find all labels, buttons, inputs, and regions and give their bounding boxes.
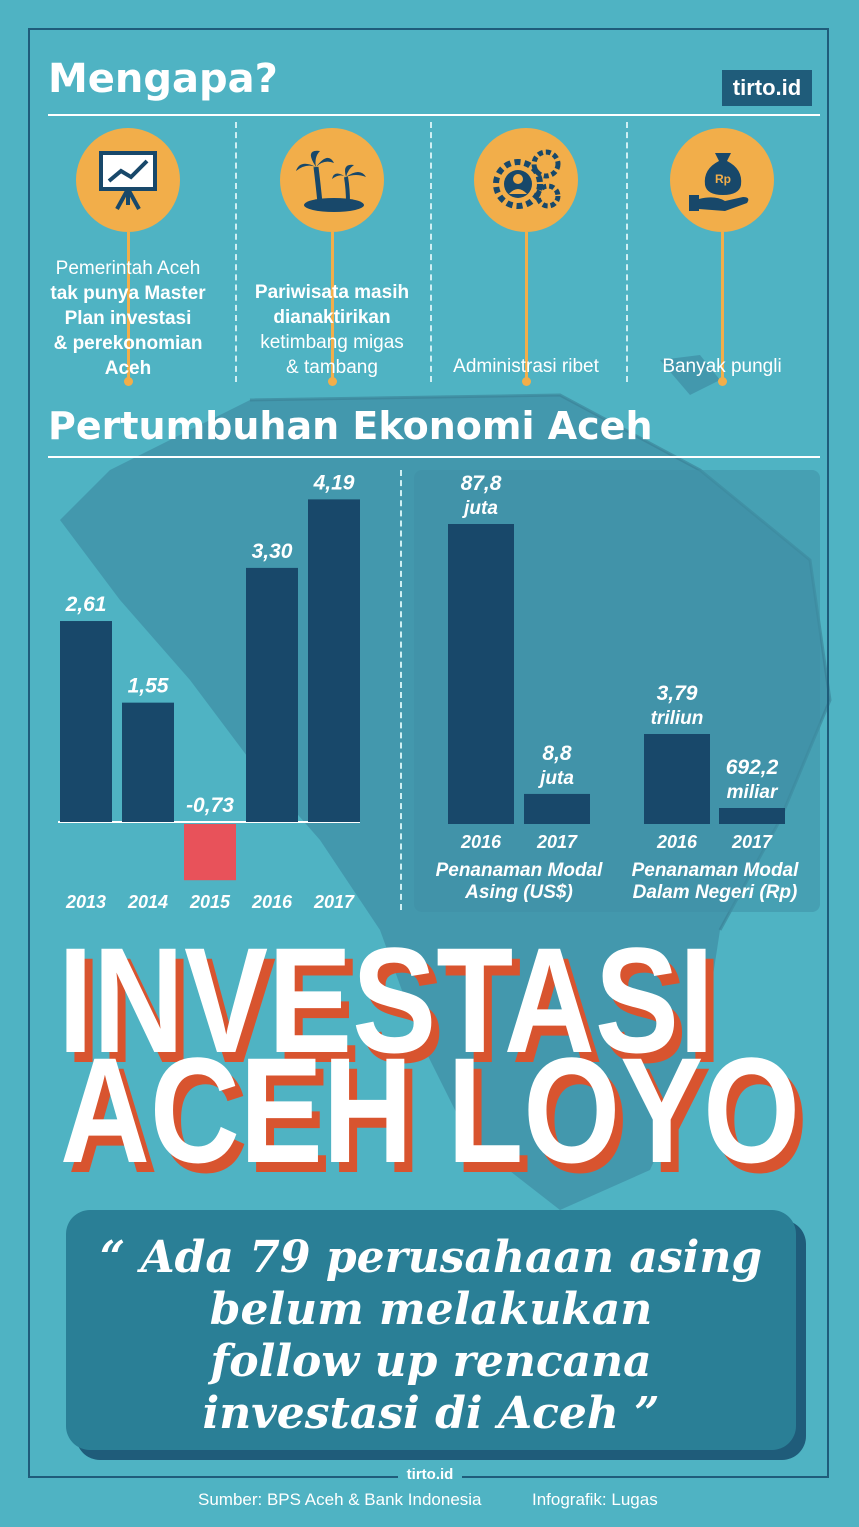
data-unit-label: triliun <box>651 708 704 729</box>
data-unit-label: juta <box>461 498 498 519</box>
money-bag-hand-icon: Rp <box>670 128 774 232</box>
reason-text: Administrasi ribet <box>434 354 618 379</box>
page-title: Mengapa? <box>48 56 278 102</box>
quote-line: investasi di Aceh ” <box>66 1388 796 1440</box>
data-unit-label: juta <box>537 768 574 789</box>
x-tick-label: 2015 <box>189 892 231 912</box>
headline: INVESTASI INVESTASI ACEH LOYO ACEH LOYO <box>58 940 808 1200</box>
reason-line: Aceh <box>104 358 152 379</box>
reason-text: Banyak pungli <box>630 354 814 379</box>
gears-person-icon <box>474 128 578 232</box>
reason-text: Pariwisata masih dianaktirikan ketimbang… <box>240 280 424 380</box>
svg-text:Rp: Rp <box>715 172 731 186</box>
reason-line: Administrasi ribet <box>453 356 599 377</box>
reason-no-master-plan: Pemerintah Aceh tak punya Master Plan in… <box>36 128 216 388</box>
data-label: -0,73 <box>186 794 234 817</box>
data-label: 87,8 <box>461 472 502 495</box>
headline-line2-shadow: ACEH LOYO <box>68 1036 808 1200</box>
footer-source: Sumber: BPS Aceh & Bank Indonesia <box>198 1490 482 1509</box>
quote-line-text: Ada 79 perusahaan asing <box>140 1232 763 1283</box>
reason-line: tak punya Master <box>50 283 206 304</box>
x-tick-label: 2016 <box>460 832 502 852</box>
bar-investment-2016 <box>644 734 710 824</box>
quote-line: follow up rencana <box>210 1336 652 1387</box>
data-label: 8,8 <box>542 742 572 765</box>
reason-pin <box>522 232 531 386</box>
reason-line: Pariwisata masih <box>254 282 410 303</box>
chart-subtitle: Asing (US$) <box>464 882 573 903</box>
quote-text: “ Ada 79 perusahaan asing belum melakuka… <box>66 1232 796 1440</box>
chart-presentation-icon <box>76 128 180 232</box>
reason-illegal-levies: Rp Banyak pungli <box>630 128 810 388</box>
data-label: 3,79 <box>657 682 698 705</box>
data-label: 2,61 <box>65 593 107 616</box>
tirto-logo: tirto.id <box>722 70 812 106</box>
reason-tourism: Pariwisata masih dianaktirikan ketimbang… <box>240 128 420 388</box>
bar-growth-2017 <box>308 499 360 822</box>
reason-line: & perekonomian <box>53 333 203 354</box>
x-tick-label: 2017 <box>313 892 355 912</box>
charts-area: 2,61 2013 1,55 2014 -0,73 2015 3,30 2016 4,19 201… <box>58 471 800 912</box>
reason-separator <box>430 122 432 382</box>
bar-investment-2017 <box>524 793 590 824</box>
reason-pin <box>124 232 133 386</box>
palm-tree-island-icon <box>280 128 384 232</box>
quote-line: belum melakukan <box>209 1284 653 1335</box>
x-tick-label: 2016 <box>251 892 293 912</box>
reason-line: & tambang <box>286 357 378 378</box>
reason-line: ketimbang migas <box>260 332 404 353</box>
reason-separator <box>626 122 628 382</box>
reason-line: Banyak pungli <box>662 356 782 377</box>
x-tick-label: 2014 <box>127 892 168 912</box>
title-divider <box>48 114 820 116</box>
quote-open-mark: “ <box>99 1232 126 1283</box>
data-label: 4,19 <box>313 471 355 494</box>
reason-line: dianaktirikan <box>273 307 391 328</box>
chart-subtitle: Penanaman Modal <box>436 860 604 881</box>
x-tick-label: 2016 <box>656 832 698 852</box>
reason-line: Plan investasi <box>64 308 192 329</box>
reason-separator <box>235 122 237 382</box>
headline-line1-shadow: INVESTASI <box>66 940 722 1094</box>
bar-growth-2016 <box>246 567 298 822</box>
reason-administration: Administrasi ribet <box>434 128 614 388</box>
data-label: 692,2 <box>726 756 779 779</box>
chart-subtitle: Dalam Negeri (Rp) <box>633 882 798 903</box>
bar-investment-2016 <box>448 524 514 824</box>
quote-line-text: investasi di Aceh <box>202 1388 619 1439</box>
data-label: 1,55 <box>128 675 169 698</box>
bar-investment-2017 <box>719 808 785 824</box>
footer-credit: Infografik: Lugas <box>532 1490 658 1509</box>
data-label: 3,30 <box>252 540 293 563</box>
bar-growth-2014 <box>122 702 174 822</box>
data-unit-label: miliar <box>727 782 779 803</box>
reason-text: Pemerintah Aceh tak punya Master Plan in… <box>36 256 220 381</box>
quote-line: “ Ada 79 perusahaan asing <box>66 1232 796 1284</box>
x-tick-label: 2013 <box>65 892 106 912</box>
footer-logo: tirto.id <box>398 1466 462 1486</box>
reason-pin <box>328 232 337 386</box>
section-divider <box>48 456 820 458</box>
headline-line2: ACEH LOYO <box>60 1026 800 1194</box>
reason-line: Pemerintah Aceh <box>55 258 201 279</box>
reason-pin <box>718 232 727 386</box>
chart-separator <box>400 470 402 910</box>
x-tick-label: 2017 <box>536 832 578 852</box>
bar-growth-2015 <box>184 824 236 881</box>
x-tick-label: 2017 <box>731 832 773 852</box>
chart-subtitle: Penanaman Modal <box>632 860 800 881</box>
quote-close-mark: ” <box>634 1388 660 1439</box>
bar-growth-2013 <box>60 621 112 822</box>
section-title: Pertumbuhan Ekonomi Aceh <box>48 404 653 448</box>
quote-box <box>66 1210 796 1450</box>
headline-line1: INVESTASI <box>58 940 714 1084</box>
